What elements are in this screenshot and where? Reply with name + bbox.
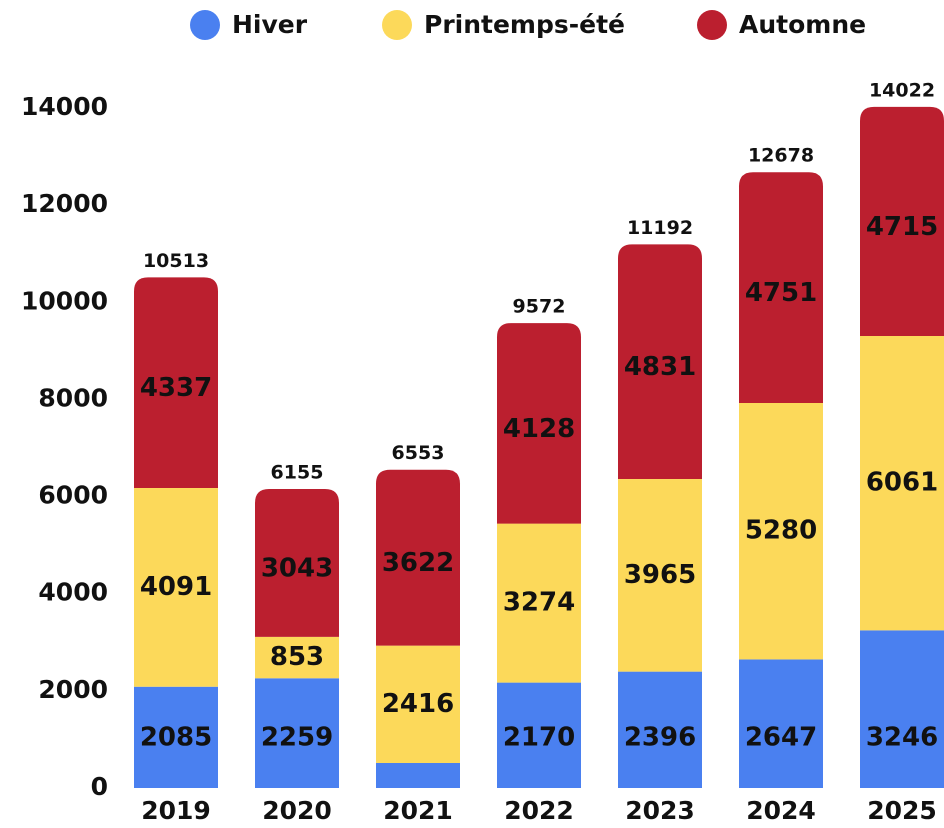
x-tick-label: 2019	[141, 796, 211, 825]
segment-label: 3246	[866, 723, 938, 753]
bar-segment	[860, 106, 944, 336]
x-tick-label: 2020	[262, 796, 332, 825]
segment-label: 3274	[503, 588, 575, 618]
segment-label: 4751	[745, 278, 817, 308]
y-tick-label: 10000	[21, 286, 108, 315]
x-tick-label: 2024	[746, 796, 816, 825]
segment-label: 4831	[624, 352, 696, 382]
legend-marker	[382, 10, 412, 40]
total-label: 6553	[392, 442, 445, 464]
bar-segment	[376, 762, 460, 788]
x-tick-label: 2025	[867, 796, 937, 825]
bar-segment	[618, 244, 702, 480]
y-tick-label: 8000	[38, 383, 108, 412]
segment-label: 4337	[140, 373, 212, 403]
bar-segment	[618, 479, 702, 672]
y-tick-label: 4000	[38, 578, 108, 607]
segment-label: 2170	[503, 723, 575, 753]
total-label: 12678	[748, 145, 814, 167]
bar-segment	[618, 671, 702, 788]
x-tick-label: 2023	[625, 796, 695, 825]
bar-segment	[860, 630, 944, 788]
bar-segment	[739, 659, 823, 788]
bar-segment	[739, 402, 823, 660]
bar-segment	[739, 172, 823, 403]
segment-label: 4128	[503, 414, 575, 444]
segment-label: 2259	[261, 723, 333, 753]
segment-label: 3622	[382, 548, 454, 578]
x-tick-label: 2021	[383, 796, 453, 825]
bar-segment	[255, 489, 339, 637]
legend-label: Hiver	[232, 10, 308, 39]
legend-marker	[190, 10, 220, 40]
segment-label: 3043	[261, 553, 333, 583]
total-label: 9572	[513, 296, 566, 318]
legend-label: Automne	[739, 10, 866, 39]
bar-segment	[376, 645, 460, 763]
segment-label: 2416	[382, 689, 454, 719]
segment-label: 3965	[624, 560, 696, 590]
x-tick-label: 2022	[504, 796, 574, 825]
segment-label: 2396	[624, 723, 696, 753]
segment-label: 4091	[140, 572, 212, 602]
bar-segment	[497, 523, 581, 683]
bar-segment	[376, 469, 460, 646]
total-label: 10513	[143, 250, 209, 272]
segment-label: 4715	[866, 212, 938, 242]
y-tick-label: 6000	[38, 481, 108, 510]
bar-segment	[134, 686, 218, 788]
bar-segment	[134, 277, 218, 489]
y-tick-label: 12000	[21, 189, 108, 218]
bar-segment	[255, 636, 339, 679]
total-label: 6155	[271, 462, 324, 484]
total-label: 11192	[627, 217, 693, 239]
y-tick-label: 2000	[38, 675, 108, 704]
y-tick-label: 14000	[21, 92, 108, 121]
bar-segment	[255, 678, 339, 788]
bar-segment	[497, 323, 581, 524]
segment-label: 5280	[745, 516, 817, 546]
segment-label: 2085	[140, 723, 212, 753]
segment-label: 2647	[745, 723, 817, 753]
legend-marker	[697, 10, 727, 40]
segment-label: 6061	[866, 468, 938, 498]
bar-segment	[860, 335, 944, 631]
bar-segment	[497, 682, 581, 788]
legend-label: Printemps-été	[424, 10, 625, 39]
segment-label: 853	[270, 642, 324, 672]
total-label: 14022	[869, 79, 935, 101]
y-tick-label: 0	[91, 772, 108, 801]
bar-segment	[134, 488, 218, 687]
